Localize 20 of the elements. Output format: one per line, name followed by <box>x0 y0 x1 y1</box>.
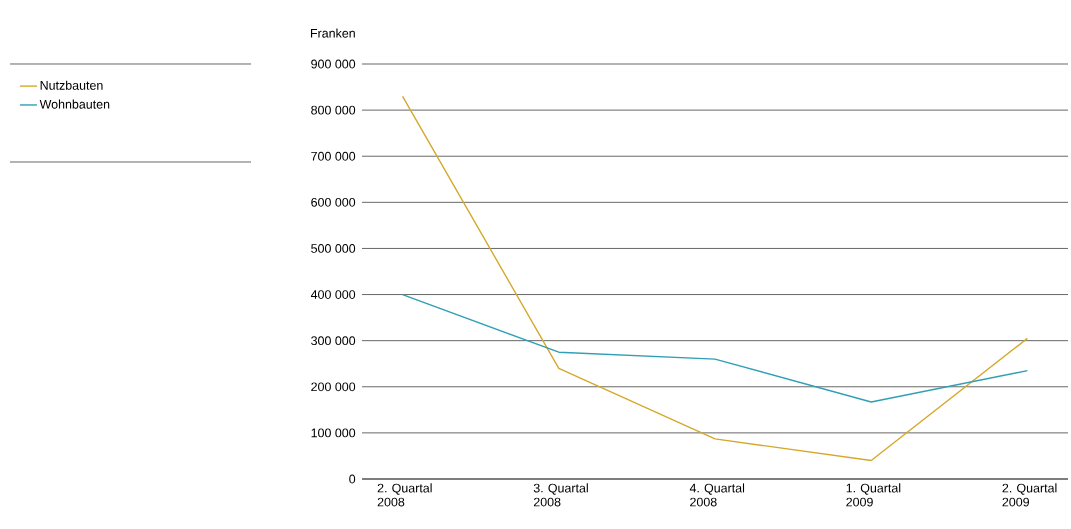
y-tick-label: 400 000 <box>310 290 356 299</box>
y-tick-label: 700 000 <box>311 151 356 161</box>
y-tick-label: 800 000 <box>311 105 356 115</box>
y-tick-label: 0 <box>349 474 356 484</box>
legend-label: Nutzbauten <box>40 80 103 90</box>
x-tick-label: 4. Quartal 2008 <box>689 483 745 507</box>
y-tick-label: 200 000 <box>311 382 356 392</box>
x-tick-label: 2. Quartal 2009 <box>1002 483 1057 507</box>
y-tick-label: 600 000 <box>311 197 356 207</box>
y-tick-label: 500 000 <box>311 244 356 253</box>
y-tick-label: 300 000 <box>311 336 356 346</box>
legend-label: Wohnbauten <box>39 99 110 109</box>
y-tick-label: 900 000 <box>311 59 356 69</box>
line-series <box>401 293 1029 403</box>
x-tick-label: 3. Quartal 2008 <box>533 483 588 507</box>
y-axis-title: Franken <box>310 28 355 38</box>
x-tick-label: 2. Quartal 2008 <box>377 483 432 507</box>
line-series <box>401 95 1029 462</box>
x-tick-label: 1. Quartal 2009 <box>846 483 901 507</box>
y-tick-label: 100 000 <box>311 428 356 438</box>
